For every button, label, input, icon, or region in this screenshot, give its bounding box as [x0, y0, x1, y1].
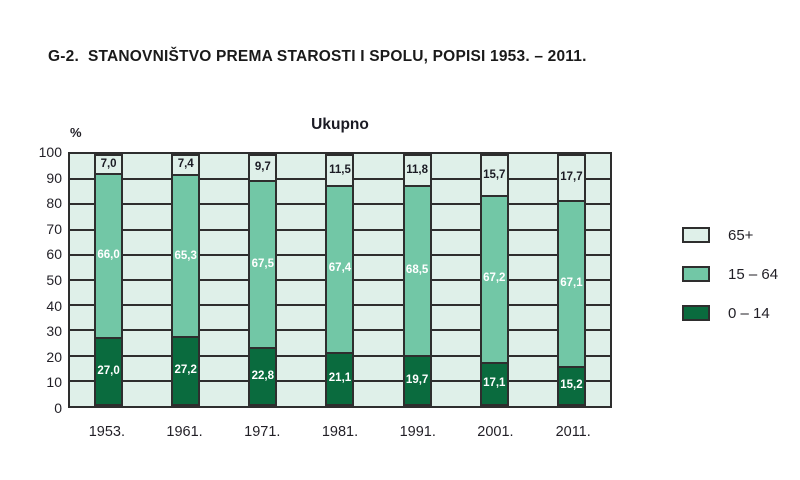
segment-0–14: 27,0	[96, 337, 122, 404]
y-axis-unit-label: %	[70, 125, 82, 140]
segment-value-label: 7,4	[177, 158, 194, 171]
segment-65+: 17,7	[558, 156, 584, 200]
segment-value-label: 22,8	[251, 369, 275, 382]
document-title: G-2. STANOVNIŠTVO PREMA STAROSTI I SPOLU…	[48, 48, 587, 65]
segment-0–14: 19,7	[404, 355, 430, 404]
segment-value-label: 67,4	[328, 262, 352, 275]
segment-65+: 7,4	[173, 156, 199, 175]
segment-value-label: 67,5	[251, 257, 275, 270]
segment-0–14: 22,8	[250, 347, 276, 404]
stacked-bar-1991: 11,8 68,5 19,7	[402, 154, 432, 406]
segment-value-label: 27,2	[174, 364, 197, 377]
x-axis-ticks: 1953. 1961. 1971. 1981. 1991. 2001. 2011.	[68, 424, 612, 440]
stacked-bar-1981: 11,5 67,4 21,1	[325, 154, 355, 406]
y-tick-label: 50	[46, 272, 62, 288]
bar-slot-2011: 17,7 67,1 15,2	[533, 154, 610, 406]
segment-65+: 7,0	[96, 156, 122, 174]
plot-area: 7,0 66,0 27,0 7,4 65,3 27,2 9,7 67,5 22,8 11,5 67,…	[68, 152, 612, 408]
y-tick-label: 20	[46, 348, 62, 365]
segment-65+: 11,8	[404, 156, 430, 186]
y-tick-label: 90	[46, 169, 62, 186]
segment-0–14: 21,1	[327, 351, 353, 404]
x-tick-label: 1971.	[244, 424, 281, 440]
legend-swatch	[682, 266, 710, 282]
segment-value-label: 11,5	[329, 163, 351, 176]
y-tick-label: 0	[54, 400, 62, 416]
segment-value-label: 17,1	[483, 377, 506, 390]
segment-value-label: 11,8	[406, 163, 428, 176]
segment-0–14: 15,2	[558, 366, 584, 404]
legend-item-0–14: 0 – 14	[682, 305, 778, 321]
y-tick-label: 70	[46, 220, 62, 237]
segment-15–64: 65,3	[173, 174, 199, 337]
segment-0–14: 17,1	[481, 361, 507, 404]
legend-label: 15 – 64	[728, 265, 779, 283]
segment-value-label: 66,0	[97, 249, 120, 262]
legend-label: 65+	[728, 226, 754, 244]
segment-15–64: 67,5	[250, 180, 276, 348]
segment-65+: 9,7	[250, 156, 276, 181]
y-tick-label: 60	[46, 246, 62, 263]
x-tick-label: 2011.	[555, 424, 591, 440]
y-tick-label: 40	[46, 297, 62, 314]
bar-slot-1981: 11,5 67,4 21,1	[301, 154, 378, 406]
chart-title: Ukupno	[311, 116, 369, 133]
x-tick-label: 1961.	[166, 424, 203, 440]
segment-value-label: 21,1	[328, 372, 352, 385]
stacked-bar-1953: 7,0 66,0 27,0	[94, 154, 124, 406]
bar-slot-1991: 11,8 68,5 19,7	[379, 154, 456, 406]
legend-item-65+: 65+	[682, 227, 778, 243]
y-tick-label: 30	[46, 323, 62, 340]
segment-15–64: 67,4	[327, 184, 353, 352]
segment-65+: 11,5	[327, 156, 353, 185]
x-tick-label: 1981.	[321, 424, 359, 440]
x-tick-label: 1991.	[399, 424, 436, 440]
legend-swatch	[682, 227, 710, 243]
segment-value-label: 9,7	[254, 161, 271, 174]
legend: 65+ 15 – 64 0 – 14	[682, 227, 778, 344]
segment-65+: 15,7	[481, 156, 507, 195]
segment-15–64: 68,5	[404, 185, 430, 356]
segment-value-label: 65,3	[174, 249, 197, 262]
x-tick-label: 1953.	[88, 424, 125, 440]
segment-value-label: 27,0	[97, 364, 120, 377]
y-tick-label: 10	[46, 374, 62, 391]
bar-slot-1953: 7,0 66,0 27,0	[70, 154, 147, 406]
segment-15–64: 67,2	[481, 194, 507, 362]
x-tick-label: 2001.	[477, 424, 514, 440]
segment-value-label: 19,7	[405, 373, 429, 386]
bar-slot-2001: 15,7 67,2 17,1	[456, 154, 533, 406]
legend-label: 0 – 14	[728, 304, 770, 322]
segment-value-label: 68,5	[405, 264, 429, 277]
stacked-bar-1971: 9,7 67,5 22,8	[248, 154, 278, 406]
segment-value-label: 67,1	[560, 277, 583, 290]
segment-15–64: 67,1	[558, 199, 584, 367]
stacked-bar-1961: 7,4 65,3 27,2	[171, 154, 201, 406]
segment-value-label: 7,0	[100, 157, 117, 170]
bar-slot-1971: 9,7 67,5 22,8	[224, 154, 301, 406]
segment-0–14: 27,2	[173, 336, 199, 404]
legend-item-15–64: 15 – 64	[682, 266, 778, 282]
segment-value-label: 67,2	[483, 272, 506, 285]
stacked-bar-2001: 15,7 67,2 17,1	[479, 154, 509, 406]
segment-value-label: 17,7	[560, 171, 583, 184]
segment-value-label: 15,7	[483, 168, 506, 181]
segment-15–64: 66,0	[96, 173, 122, 338]
y-tick-label: 100	[38, 144, 62, 160]
segment-value-label: 15,2	[560, 379, 583, 392]
y-axis-ticks: 0 10 20 30 40 50 60 70 80 90 100	[14, 145, 62, 415]
legend-swatch	[682, 305, 710, 321]
bar-slot-1961: 7,4 65,3 27,2	[147, 154, 224, 406]
stacked-bar-2011: 17,7 67,1 15,2	[556, 154, 586, 406]
y-tick-label: 80	[46, 195, 62, 212]
